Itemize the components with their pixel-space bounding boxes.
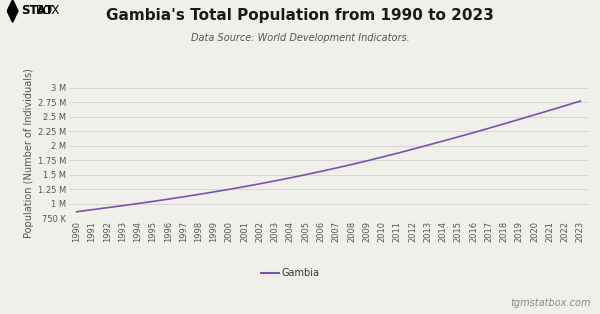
Y-axis label: Population (Number of Individuals): Population (Number of Individuals): [23, 68, 34, 238]
Text: BOX: BOX: [36, 4, 61, 18]
Text: Gambia: Gambia: [282, 268, 320, 278]
Text: Data Source: World Development Indicators.: Data Source: World Development Indicator…: [191, 33, 409, 43]
Text: tgmstatbox.com: tgmstatbox.com: [511, 298, 591, 308]
Text: Gambia's Total Population from 1990 to 2023: Gambia's Total Population from 1990 to 2…: [106, 8, 494, 23]
Text: STAT: STAT: [21, 4, 53, 18]
Polygon shape: [7, 0, 18, 22]
